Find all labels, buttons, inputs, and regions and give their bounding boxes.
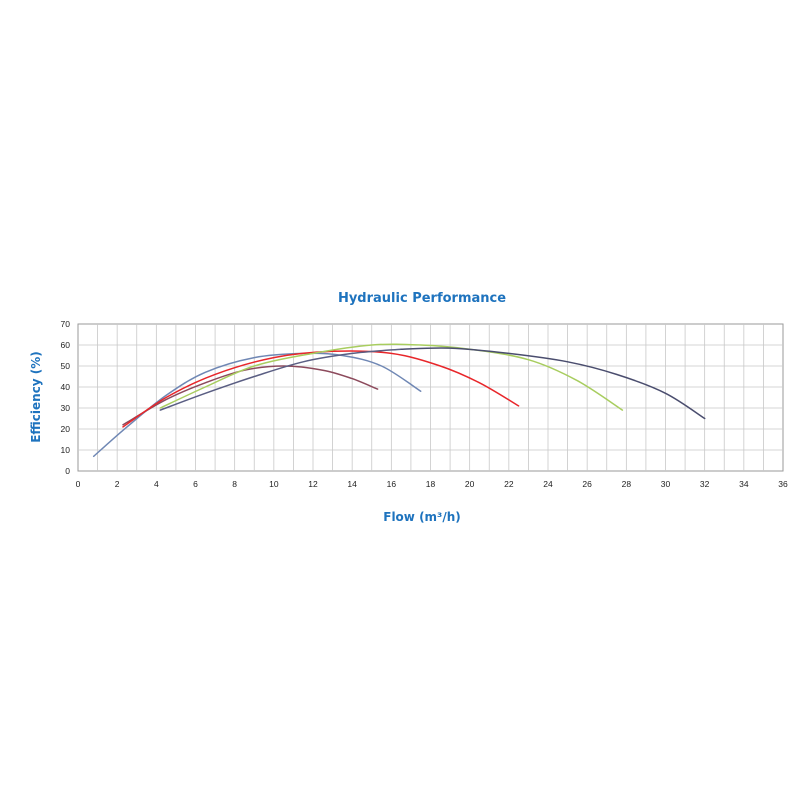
x-tick-label: 20 [465, 479, 475, 489]
y-tick-label: 0 [65, 466, 70, 476]
y-axis-label: Efficiency (%) [29, 351, 43, 443]
series-group [92, 343, 706, 458]
x-tick-label: 36 [778, 479, 788, 489]
y-tick-labels: 0 10 20 30 40 50 60 70 [61, 319, 71, 476]
x-tick-label: 14 [347, 479, 357, 489]
series-line-3 [122, 350, 520, 428]
x-axis-label: Flow (m³/h) [383, 510, 460, 524]
y-tick-label: 70 [61, 319, 71, 329]
x-tick-label: 12 [308, 479, 318, 489]
y-tick-label: 30 [61, 403, 71, 413]
x-tick-label: 4 [154, 479, 159, 489]
series-line-6 [400, 347, 706, 420]
y-tick-label: 20 [61, 424, 71, 434]
x-tick-label: 32 [700, 479, 710, 489]
y-tick-label: 40 [61, 382, 71, 392]
x-tick-label: 26 [582, 479, 592, 489]
x-tick-labels: 0 2 4 6 8 10 12 14 16 18 20 22 24 26 28 30 32 34 36 [76, 479, 788, 489]
x-tick-label: 22 [504, 479, 514, 489]
chart-title: Hydraulic Performance [338, 291, 506, 306]
x-tick-label: 28 [622, 479, 632, 489]
x-tick-label: 0 [76, 479, 81, 489]
series-line-2 [122, 365, 379, 426]
series-line-4 [159, 348, 402, 411]
y-tick-label: 60 [61, 340, 71, 350]
x-tick-label: 24 [543, 479, 553, 489]
x-tick-label: 8 [232, 479, 237, 489]
x-tick-label: 6 [193, 479, 198, 489]
x-tick-label: 30 [661, 479, 671, 489]
x-tick-label: 16 [387, 479, 397, 489]
y-tick-label: 50 [61, 361, 71, 371]
x-tick-label: 10 [269, 479, 279, 489]
series-line-5 [159, 343, 624, 411]
x-tick-label: 18 [426, 479, 436, 489]
y-tick-label: 10 [61, 445, 71, 455]
series-line-1 [92, 352, 422, 458]
y-axis-label-group: Efficiency (%) [29, 351, 43, 443]
x-tick-label: 2 [115, 479, 120, 489]
x-tick-label: 34 [739, 479, 749, 489]
